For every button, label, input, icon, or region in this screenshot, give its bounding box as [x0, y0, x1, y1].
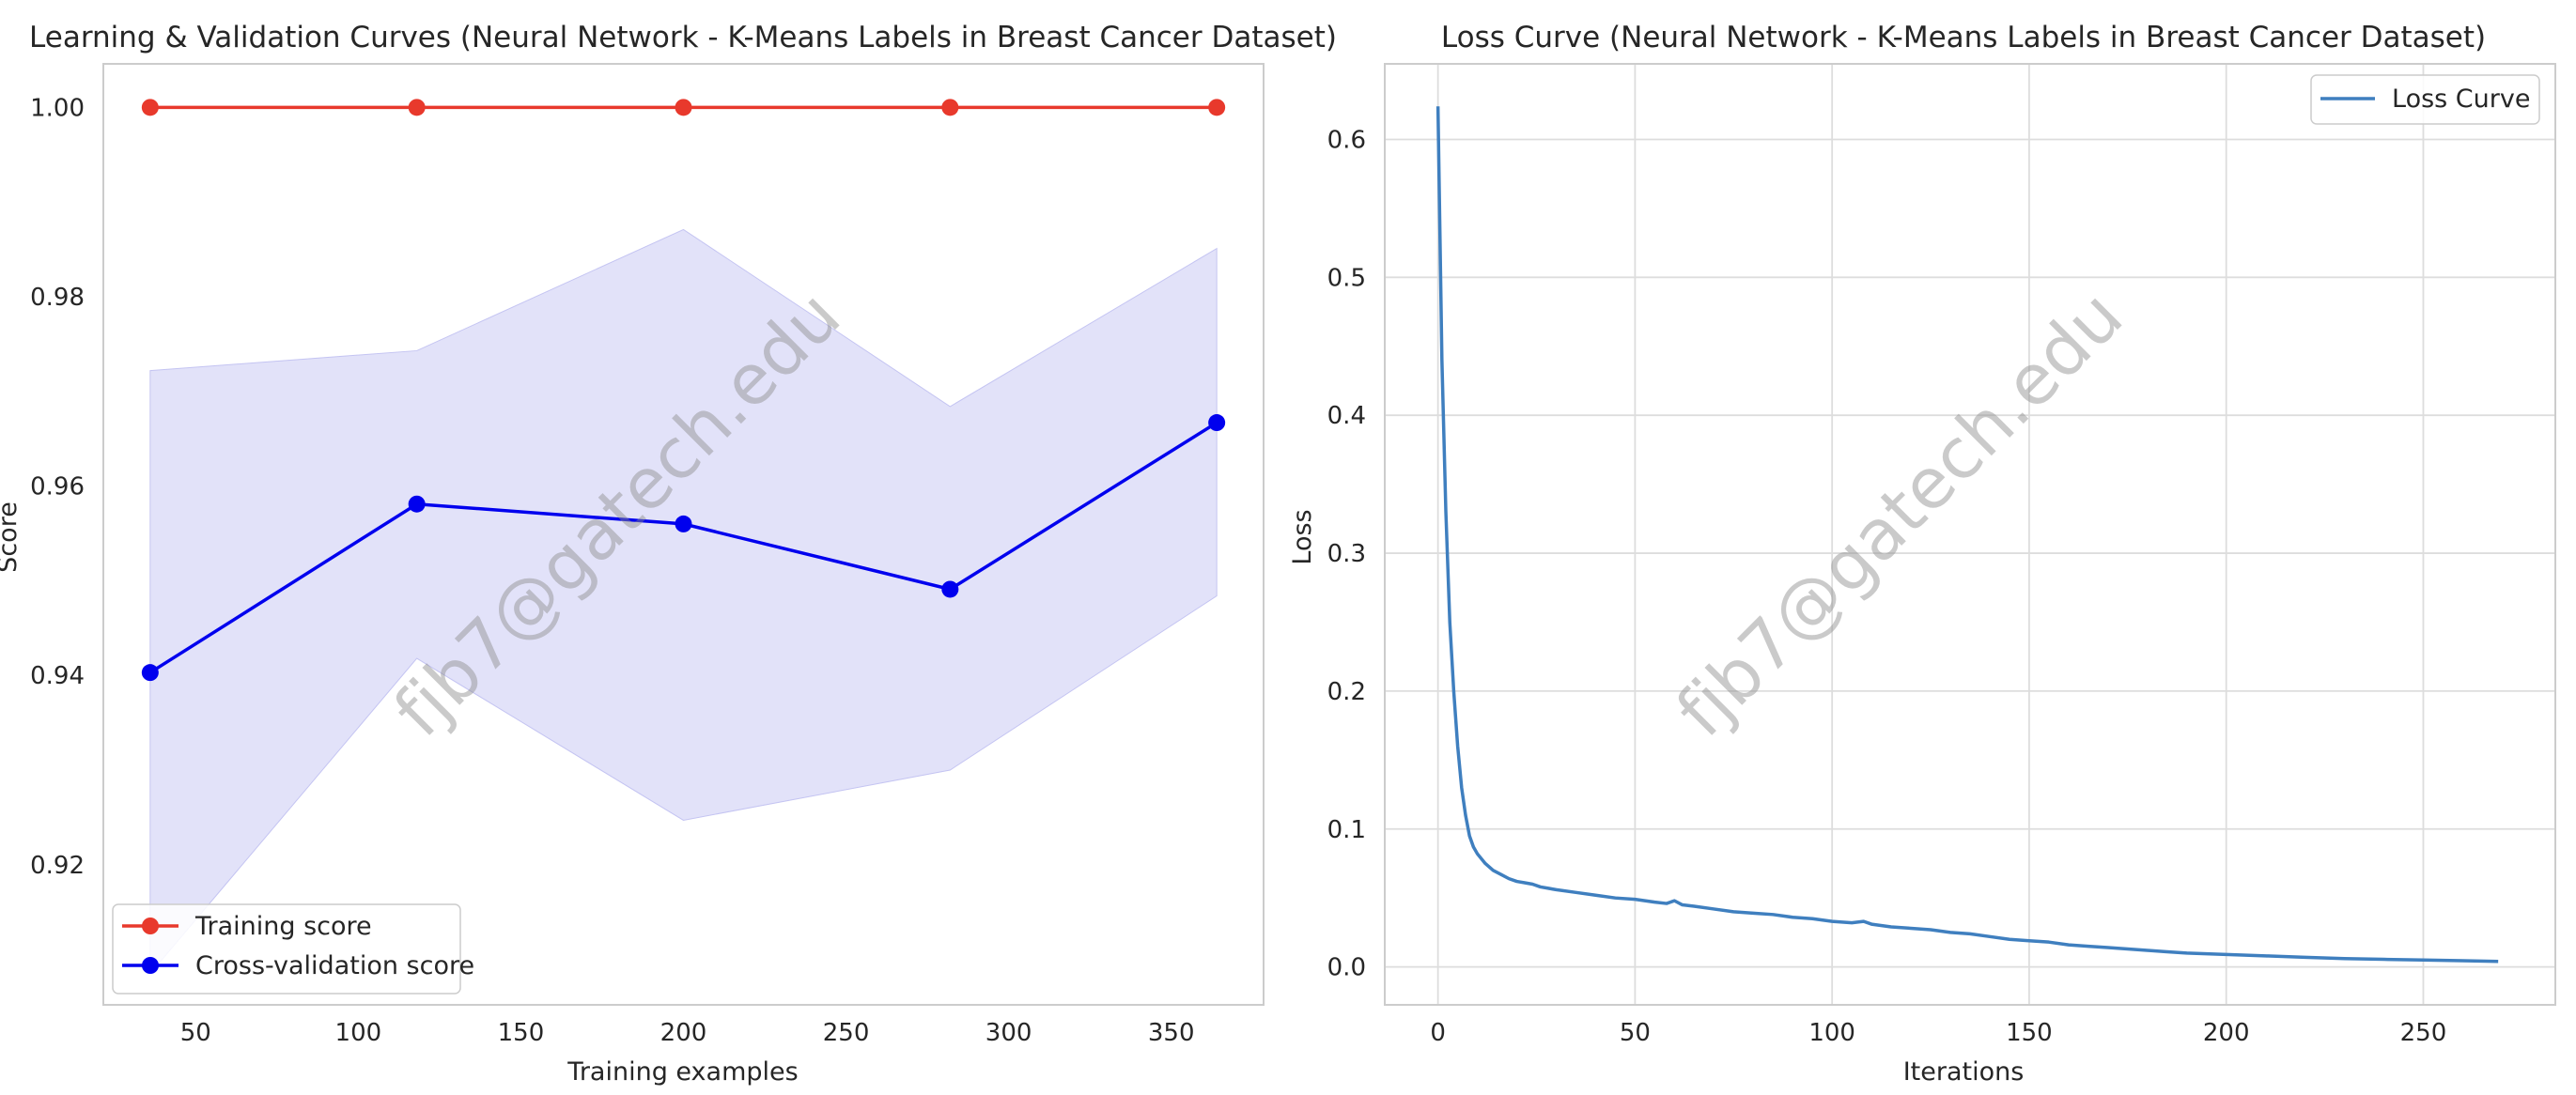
- x-axis-label: Iterations: [1903, 1057, 2025, 1087]
- training-score-point: [941, 99, 959, 116]
- legend-marker: [142, 918, 159, 934]
- loss-curve-line: [1435, 106, 2499, 964]
- plot-content: [141, 99, 1226, 976]
- chart-title: Loss Curve (Neural Network - K-Means Lab…: [1441, 21, 2486, 54]
- y-tick-label: 0.1: [1327, 816, 1366, 844]
- x-tick-label: 250: [823, 1019, 870, 1047]
- legend: Training score Cross-validation score: [112, 903, 474, 995]
- legend-label: Cross-validation score: [195, 951, 474, 980]
- x-tick-label: 200: [2203, 1019, 2250, 1047]
- y-tick-label: 0.3: [1327, 540, 1366, 568]
- y-tick-label: 1.00: [30, 94, 85, 122]
- plot-frame: [102, 63, 1265, 1006]
- legend-box: [2310, 74, 2540, 125]
- y-axis-label: Loss: [1288, 509, 1317, 564]
- x-tick-label: 0: [1430, 1019, 1446, 1047]
- y-tick-label: 0.98: [30, 284, 85, 312]
- training-score-point: [675, 99, 692, 116]
- y-tick-label: 0.96: [30, 473, 85, 501]
- learning-curve-chart: Learning & Validation Curves (Neural Net…: [0, 21, 1337, 1087]
- x-tick-label: 350: [1148, 1019, 1195, 1047]
- cv-score-point: [1208, 414, 1226, 432]
- plot-area: 50 100 150 200 250 300 350 0.92 0.94 0.96 0.98 1.00…: [30, 63, 1265, 1047]
- training-score-point: [408, 99, 426, 116]
- cv-score-point: [408, 495, 426, 513]
- training-score-point: [141, 99, 159, 116]
- cv-score-point: [941, 580, 959, 598]
- x-axis-label: Training examples: [566, 1057, 798, 1087]
- training-score-point: [1208, 99, 1226, 116]
- cv-std-band: [149, 228, 1218, 976]
- x-tick-label: 100: [1808, 1019, 1855, 1047]
- x-tick-label: 200: [660, 1019, 707, 1047]
- legend: Loss Curve: [2310, 74, 2540, 125]
- x-tick-label: 100: [335, 1019, 382, 1047]
- plot-background: [1385, 64, 2555, 1005]
- cv-score-point: [675, 515, 692, 532]
- legend-label: Loss Curve: [2392, 85, 2530, 114]
- legend-box: [112, 903, 461, 995]
- x-tick-label: 250: [2400, 1019, 2447, 1047]
- y-tick-label: 0.4: [1327, 402, 1366, 430]
- legend-label: Training score: [194, 912, 372, 941]
- x-tick-label: 300: [985, 1019, 1032, 1047]
- y-tick-label: 0.92: [30, 852, 85, 880]
- y-tick-label: 0.2: [1327, 678, 1366, 706]
- x-tick-label: 150: [2006, 1019, 2053, 1047]
- chart-title: Learning & Validation Curves (Neural Net…: [29, 21, 1337, 54]
- y-tick-label: 0.94: [30, 662, 85, 690]
- y-axis-label: Score: [0, 501, 23, 573]
- x-tick-label: 150: [498, 1019, 545, 1047]
- y-tick-label: 0.0: [1327, 954, 1366, 982]
- plot-frame: [1384, 63, 2556, 1006]
- plot-area: 0 50 100 150 200 250 0.0 0.1 0.2 0.3 0.4 0.5 0.6 Loss…: [1327, 63, 2556, 1047]
- legend-marker: [142, 957, 159, 974]
- loss-curve-chart: Loss Curve (Neural Network - K-Means Lab…: [1288, 21, 2556, 1087]
- cv-score-point: [141, 664, 159, 682]
- x-tick-label: 50: [180, 1019, 211, 1047]
- y-tick-label: 0.6: [1327, 126, 1366, 154]
- x-tick-label: 50: [1620, 1019, 1651, 1047]
- y-tick-label: 0.5: [1327, 264, 1366, 292]
